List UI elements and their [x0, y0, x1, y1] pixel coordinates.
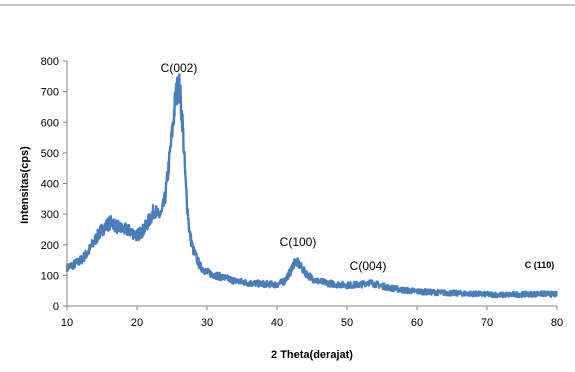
x-tick-label: 60 [411, 317, 423, 329]
y-axis-title: Intensitas(cps) [19, 146, 31, 224]
series-line [65, 73, 558, 299]
x-tick-label: 40 [271, 317, 283, 329]
y-tick-label: 800 [41, 56, 59, 68]
x-tick-label: 10 [61, 317, 73, 329]
y-tick-label: 700 [41, 87, 59, 99]
y-tick-label: 0 [53, 301, 59, 313]
x-tick-label: 50 [341, 317, 353, 329]
x-tick-label: 20 [131, 317, 143, 329]
annotation-c110: C (110) [525, 260, 555, 270]
annotation-c002: C(002) [161, 61, 198, 75]
x-tick-label: 30 [201, 317, 213, 329]
x-tick-label: 70 [481, 317, 493, 329]
y-tick-label: 400 [41, 179, 59, 191]
y-tick-label: 300 [41, 209, 59, 221]
y-tick-label: 600 [41, 117, 59, 129]
plot-area: C(002) C(100) C(004) C (110) [65, 61, 558, 299]
annotation-c004: C(004) [350, 259, 387, 273]
annotation-c100: C(100) [280, 235, 317, 249]
y-tick-label: 500 [41, 148, 59, 160]
y-tick-label: 200 [41, 240, 59, 252]
x-axis-title: 2 Theta(derajat) [271, 349, 353, 361]
x-tick-label: 80 [551, 317, 563, 329]
axes: 0 100 200 300 400 500 600 700 800 10 20 30 40 50 60 70 8… [41, 56, 563, 329]
y-tick-label: 100 [41, 270, 59, 282]
labels: Intensitas(cps) 2 Theta(derajat) [19, 146, 353, 361]
